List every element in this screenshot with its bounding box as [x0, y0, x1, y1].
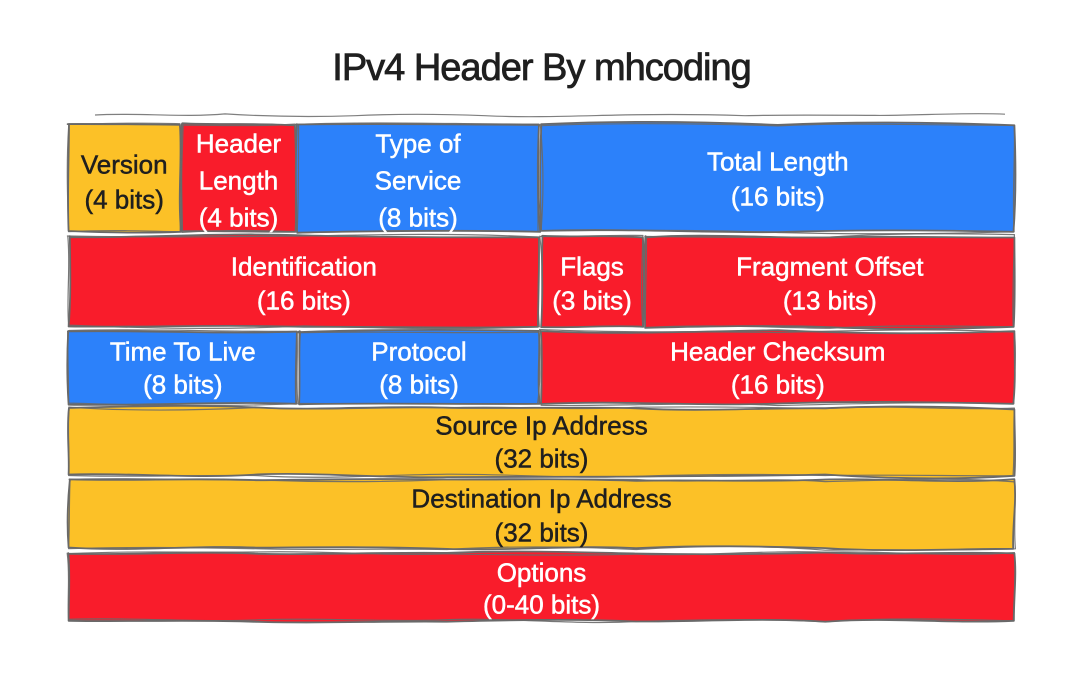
svg-text:Type of: Type of	[375, 128, 461, 158]
svg-text:Time To Live: Time To Live	[110, 336, 256, 366]
svg-text:Identification: Identification	[231, 251, 377, 281]
svg-text:(0-40 bits): (0-40 bits)	[483, 589, 600, 619]
svg-text:Flags: Flags	[560, 251, 624, 281]
svg-text:Service: Service	[375, 165, 462, 195]
svg-text:(13 bits): (13 bits)	[783, 285, 877, 315]
svg-text:Header: Header	[196, 128, 282, 158]
svg-text:(4 bits): (4 bits)	[199, 202, 278, 232]
svg-text:(16 bits): (16 bits)	[731, 369, 825, 399]
svg-text:Version: Version	[81, 149, 168, 179]
svg-text:Header Checksum: Header Checksum	[670, 336, 885, 366]
svg-text:(8 bits): (8 bits)	[379, 369, 458, 399]
svg-text:IPv4 Header By mhcoding: IPv4 Header By mhcoding	[332, 47, 750, 89]
svg-text:Protocol: Protocol	[371, 336, 466, 366]
svg-text:Fragment Offset: Fragment Offset	[736, 251, 924, 281]
svg-text:(16 bits): (16 bits)	[731, 181, 825, 211]
svg-text:Length: Length	[199, 165, 279, 195]
svg-text:(4 bits): (4 bits)	[84, 184, 163, 214]
svg-text:Destination Ip Address: Destination Ip Address	[411, 483, 671, 513]
svg-text:(3 bits): (3 bits)	[552, 285, 631, 315]
svg-text:(8 bits): (8 bits)	[378, 202, 457, 232]
svg-text:Source Ip Address: Source Ip Address	[435, 410, 647, 440]
svg-text:(32 bits): (32 bits)	[495, 517, 589, 547]
svg-text:(32 bits): (32 bits)	[495, 443, 589, 473]
svg-text:Options: Options	[497, 557, 587, 587]
svg-text:(8 bits): (8 bits)	[143, 369, 222, 399]
svg-text:(16 bits): (16 bits)	[257, 285, 351, 315]
svg-text:Total Length: Total Length	[707, 146, 849, 176]
